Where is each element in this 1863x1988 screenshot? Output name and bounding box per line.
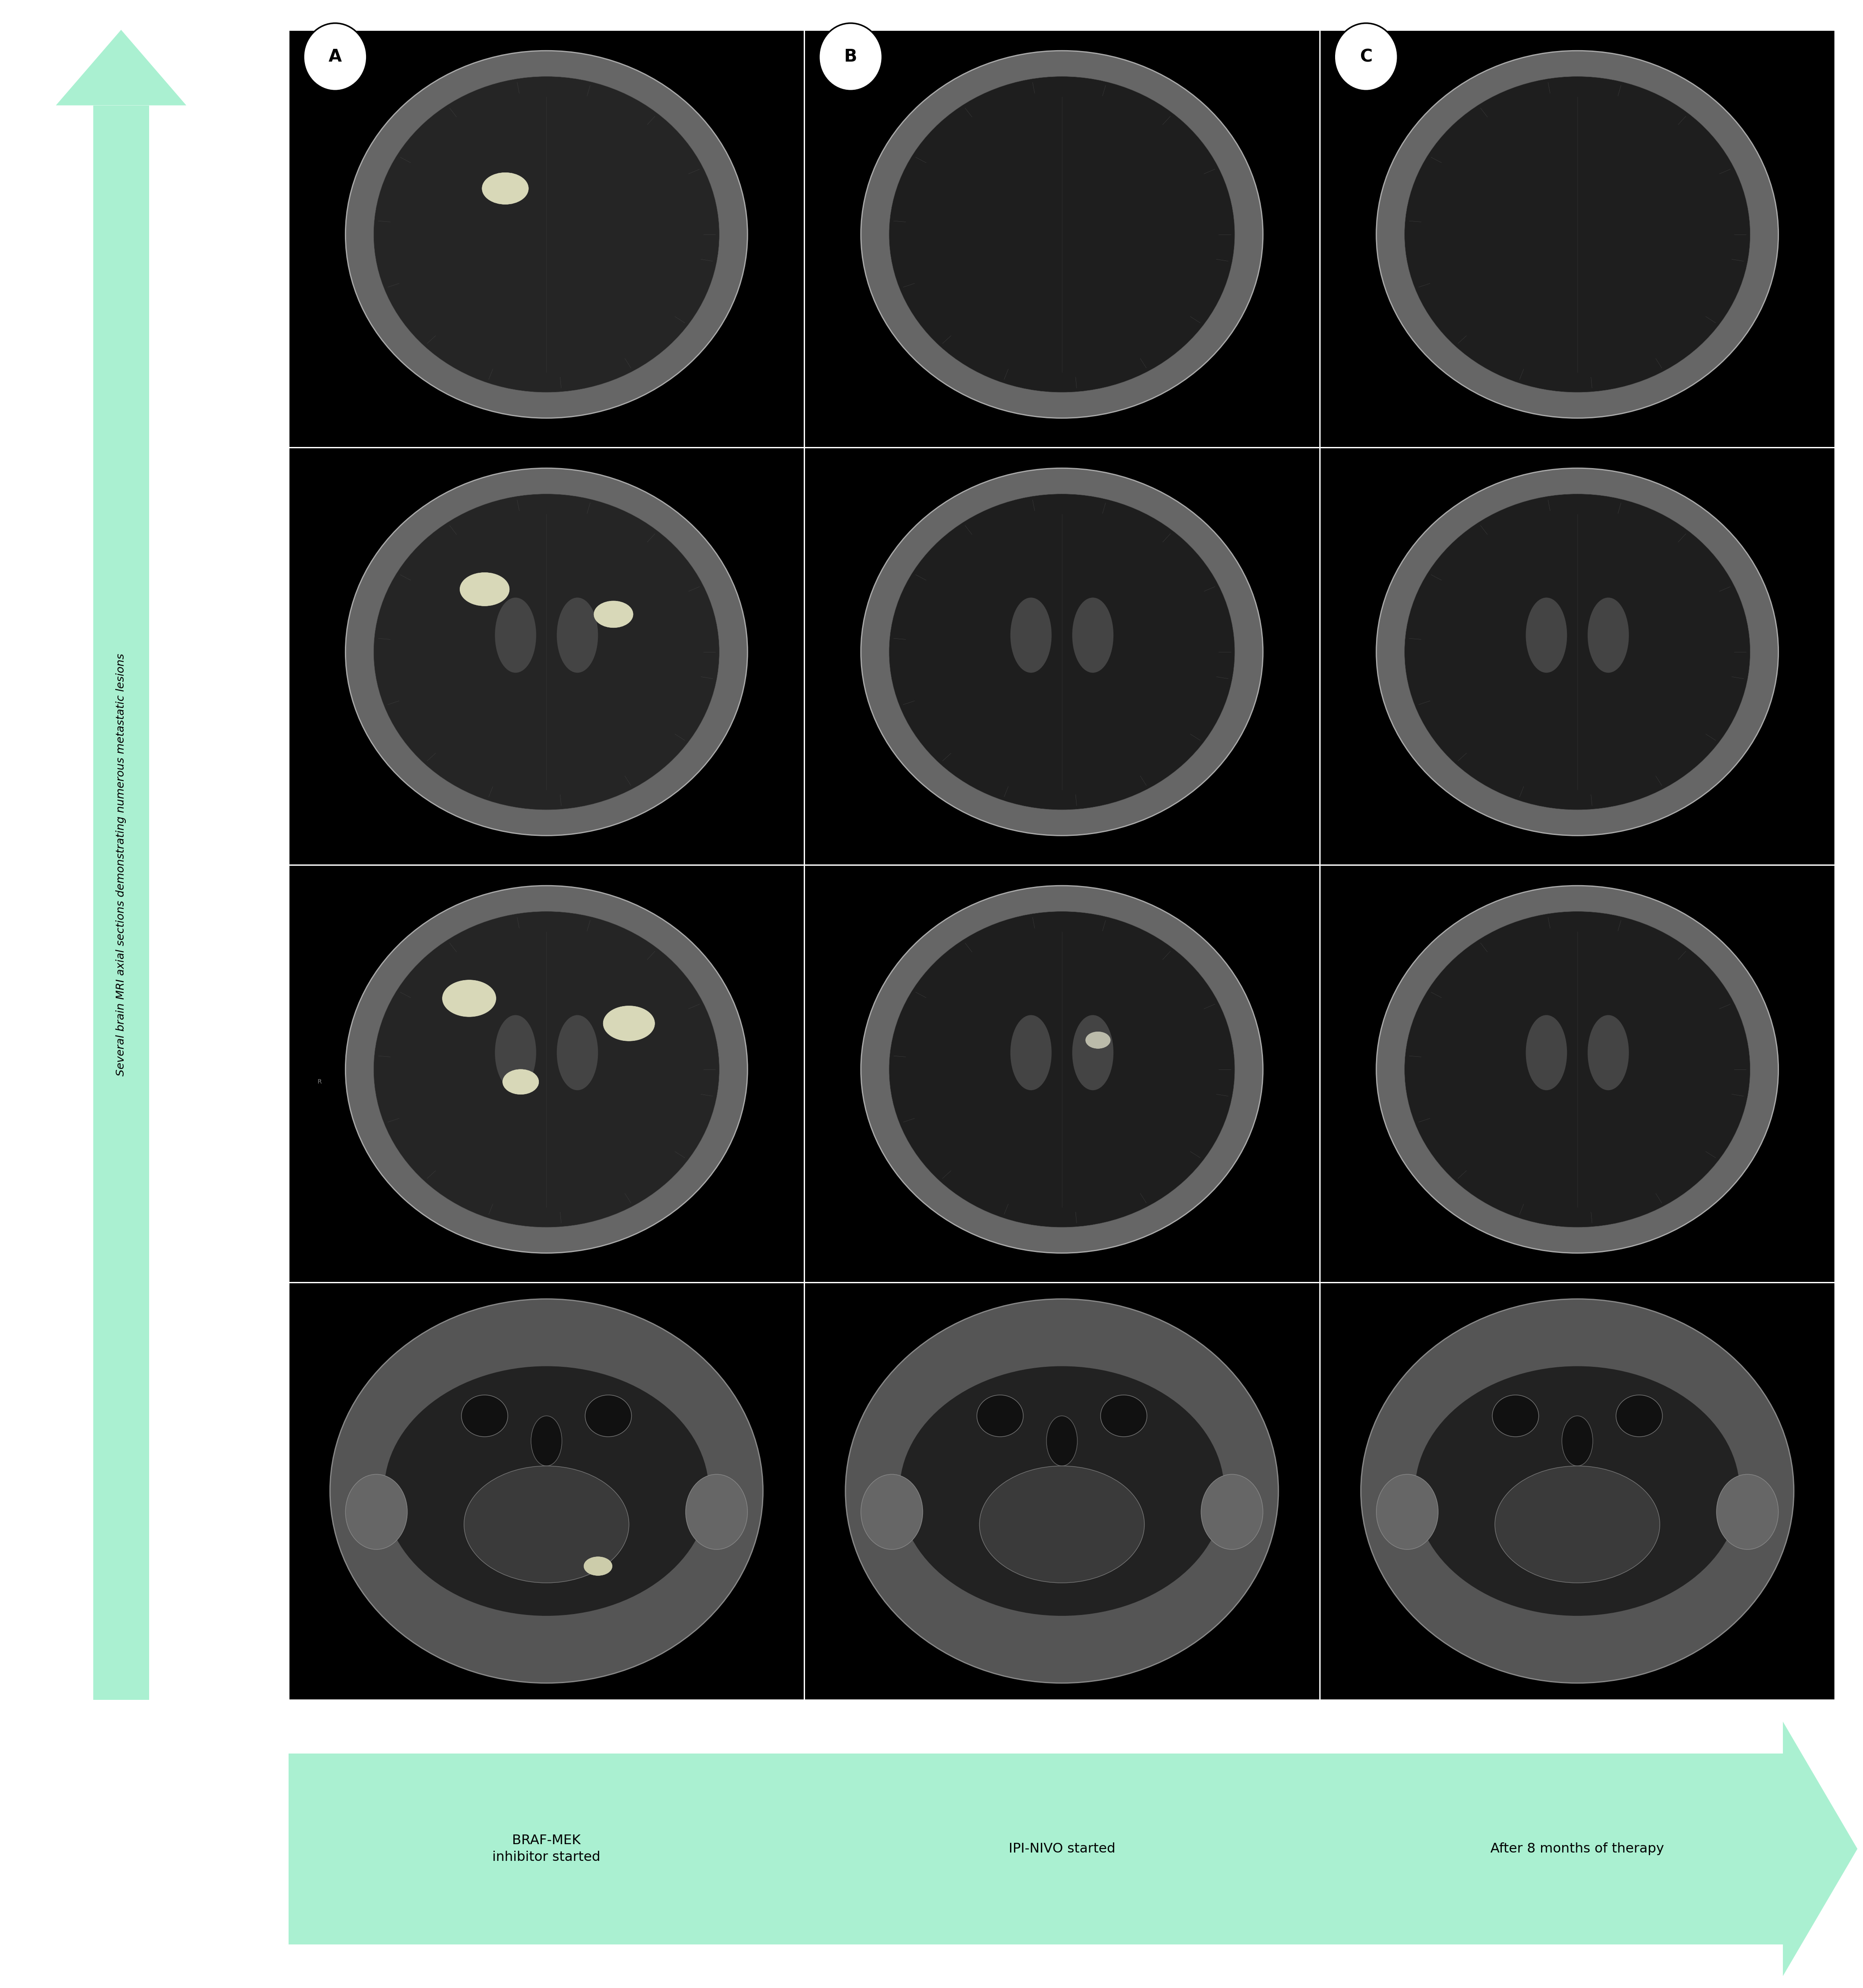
Ellipse shape <box>1587 598 1628 672</box>
Bar <box>1319 30 1835 447</box>
Ellipse shape <box>900 1366 1224 1616</box>
Bar <box>1319 1282 1835 1700</box>
Ellipse shape <box>1377 469 1779 835</box>
Bar <box>289 865 805 1282</box>
Text: B: B <box>844 48 857 66</box>
Ellipse shape <box>1716 1475 1779 1549</box>
Ellipse shape <box>976 1396 1023 1437</box>
Ellipse shape <box>686 1475 747 1549</box>
Ellipse shape <box>980 1465 1144 1582</box>
Ellipse shape <box>1010 1016 1051 1089</box>
Text: R: R <box>317 1079 322 1085</box>
Text: IPI-NIVO started: IPI-NIVO started <box>1008 1843 1116 1855</box>
Ellipse shape <box>345 52 747 417</box>
Bar <box>289 30 1835 1700</box>
Ellipse shape <box>1202 1475 1263 1549</box>
Ellipse shape <box>1526 1016 1567 1089</box>
Ellipse shape <box>1377 887 1779 1252</box>
Bar <box>289 1282 805 1700</box>
Bar <box>289 30 805 447</box>
Ellipse shape <box>583 1557 613 1576</box>
Bar <box>1319 447 1835 865</box>
Ellipse shape <box>594 600 633 628</box>
Ellipse shape <box>861 887 1263 1252</box>
Ellipse shape <box>1561 1415 1593 1465</box>
Text: A: A <box>328 48 341 66</box>
Ellipse shape <box>1416 1366 1740 1616</box>
Ellipse shape <box>503 1070 538 1095</box>
Ellipse shape <box>1010 598 1051 672</box>
Ellipse shape <box>585 1396 632 1437</box>
Ellipse shape <box>557 1016 598 1089</box>
Ellipse shape <box>496 598 537 672</box>
Ellipse shape <box>374 911 719 1227</box>
Ellipse shape <box>861 1475 922 1549</box>
Ellipse shape <box>1587 1016 1628 1089</box>
Bar <box>289 447 805 865</box>
Text: After 8 months of therapy: After 8 months of therapy <box>1490 1843 1664 1855</box>
Bar <box>805 865 1319 1282</box>
Ellipse shape <box>1405 911 1749 1227</box>
Ellipse shape <box>889 493 1235 809</box>
Ellipse shape <box>1377 1475 1438 1549</box>
Polygon shape <box>1783 1722 1857 1976</box>
Ellipse shape <box>1073 598 1114 672</box>
Ellipse shape <box>345 887 747 1252</box>
Ellipse shape <box>330 1298 764 1684</box>
Ellipse shape <box>1086 1032 1110 1048</box>
Ellipse shape <box>374 76 719 392</box>
Ellipse shape <box>460 573 509 606</box>
Ellipse shape <box>1377 52 1779 417</box>
Bar <box>805 447 1319 865</box>
Bar <box>805 1282 1319 1700</box>
Ellipse shape <box>442 980 496 1016</box>
Ellipse shape <box>1492 1396 1539 1437</box>
Bar <box>93 105 149 1700</box>
Ellipse shape <box>861 52 1263 417</box>
Ellipse shape <box>846 1298 1278 1684</box>
Ellipse shape <box>1360 1298 1794 1684</box>
Ellipse shape <box>557 598 598 672</box>
Bar <box>805 30 1319 447</box>
Bar <box>289 1753 1783 1944</box>
Circle shape <box>304 24 367 91</box>
Ellipse shape <box>1405 493 1749 809</box>
Ellipse shape <box>1405 76 1749 392</box>
Ellipse shape <box>889 76 1235 392</box>
Ellipse shape <box>345 1475 408 1549</box>
Text: Several brain MRI axial sections demonstrating numerous metastatic lesions: Several brain MRI axial sections demonst… <box>116 654 127 1076</box>
Circle shape <box>1334 24 1397 91</box>
Text: BRAF-MEK
inhibitor started: BRAF-MEK inhibitor started <box>492 1835 600 1863</box>
Ellipse shape <box>496 1016 537 1089</box>
Ellipse shape <box>462 1396 509 1437</box>
Ellipse shape <box>1101 1396 1148 1437</box>
Ellipse shape <box>1047 1415 1077 1465</box>
Text: C: C <box>1360 48 1373 66</box>
Ellipse shape <box>345 469 747 835</box>
Ellipse shape <box>889 911 1235 1227</box>
Ellipse shape <box>464 1465 630 1582</box>
Circle shape <box>820 24 883 91</box>
Ellipse shape <box>483 173 529 205</box>
Bar <box>1319 865 1835 1282</box>
Ellipse shape <box>1526 598 1567 672</box>
Ellipse shape <box>1494 1465 1660 1582</box>
Ellipse shape <box>384 1366 708 1616</box>
Ellipse shape <box>1073 1016 1114 1089</box>
Ellipse shape <box>604 1006 654 1042</box>
Polygon shape <box>56 30 186 105</box>
Ellipse shape <box>374 493 719 809</box>
Ellipse shape <box>531 1415 563 1465</box>
Ellipse shape <box>1615 1396 1662 1437</box>
Ellipse shape <box>861 469 1263 835</box>
